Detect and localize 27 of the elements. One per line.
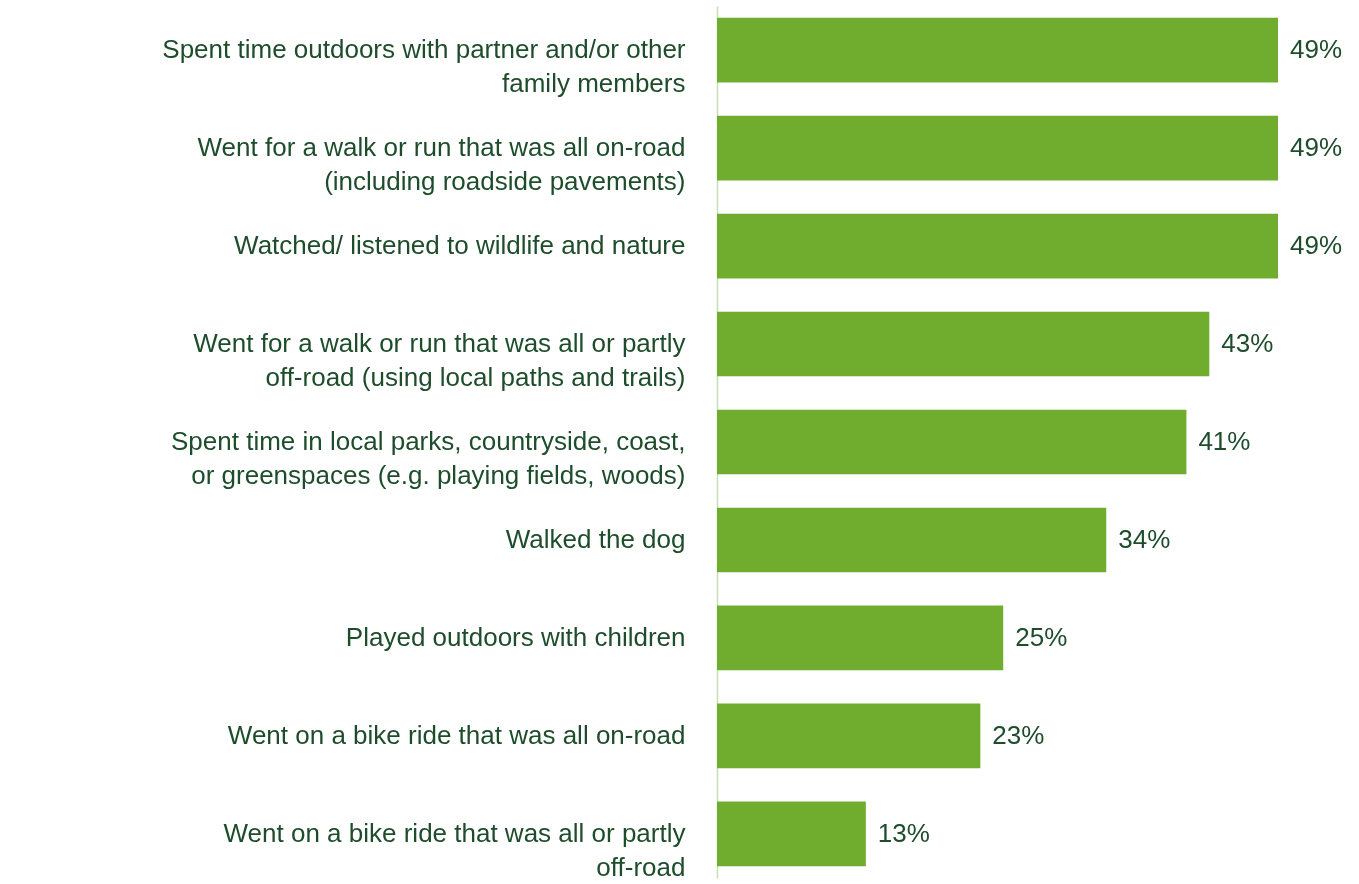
y-tick-label: Walked the dog — [505, 523, 686, 554]
bar — [717, 409, 1187, 475]
y-tick-label: Played outdoors with children — [345, 621, 686, 652]
y-tick-label: Watched/ listened to wildlife and nature — [234, 230, 686, 261]
bar — [717, 311, 1210, 377]
data-label: 49% — [1290, 132, 1343, 163]
y-tick-label: Went for a walk or run that was all on-road (including roadside pavements) — [197, 132, 686, 197]
bar — [717, 605, 1004, 671]
data-label: 13% — [877, 817, 930, 848]
data-label: 41% — [1198, 426, 1251, 456]
bar — [717, 703, 981, 769]
data-label: 34% — [1118, 523, 1171, 554]
data-label: 43% — [1221, 328, 1274, 359]
bar — [717, 213, 1278, 279]
data-label: 49% — [1290, 34, 1343, 65]
y-tick-label: Went on a bike ride that was all or partly off-road — [223, 817, 686, 882]
bar — [717, 507, 1107, 573]
bar — [717, 17, 1278, 83]
y-tick-label: Went for a walk or run that was all or partly off-road (using local paths and trails) — [193, 328, 686, 393]
y-tick-label: Spent time outdoors with partner and/or other family members — [162, 34, 686, 99]
bar — [717, 801, 866, 867]
data-label: 49% — [1290, 230, 1343, 261]
bar — [717, 115, 1278, 181]
data-label: 23% — [992, 719, 1045, 750]
y-tick-label: Went on a bike ride that was all on-road — [227, 719, 686, 750]
data-label: 25% — [1015, 621, 1068, 652]
y-tick-label: Spent time in local parks, countryside, coast, or greenspaces (e.g. playing fields, woods) — [171, 426, 686, 490]
